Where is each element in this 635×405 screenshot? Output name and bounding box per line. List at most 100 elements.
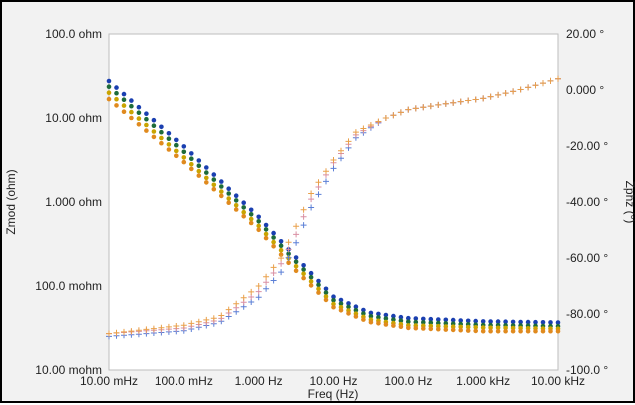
zmod-point xyxy=(465,328,471,333)
zmod-point xyxy=(428,316,434,322)
zmod-point xyxy=(548,320,553,325)
zmod-point xyxy=(293,255,299,260)
zmod-point xyxy=(204,165,209,170)
zmod-point xyxy=(346,311,351,316)
zmod-point xyxy=(271,230,276,236)
zmod-point xyxy=(278,239,284,244)
zmod-point xyxy=(226,191,231,196)
zmod-series-group xyxy=(106,78,561,334)
zmod-point xyxy=(263,235,269,241)
zmod-point xyxy=(353,304,359,310)
zmod-point xyxy=(436,326,441,332)
zmod-point xyxy=(473,328,479,334)
zphz-point xyxy=(173,323,180,329)
zphz-point xyxy=(412,105,419,112)
x-axis-label: Freq (Hz) xyxy=(308,387,359,401)
zmod-point xyxy=(346,304,351,310)
zmod-point xyxy=(458,324,464,330)
zmod-point xyxy=(308,279,314,284)
zmod-point xyxy=(211,177,217,182)
zphz-point xyxy=(480,95,487,102)
zmod-point xyxy=(518,319,523,325)
left-y-tick-labels: 100.0 ohm 10.00 ohm 1.000 ohm 100.0 mohm 10.… xyxy=(35,27,102,377)
zmod-point xyxy=(495,325,501,331)
zmod-point xyxy=(106,96,112,102)
zmod-point xyxy=(383,316,389,321)
right-y-axis-label: Zphz (°) xyxy=(623,181,635,224)
zmod-point xyxy=(144,122,149,128)
zmod-point xyxy=(323,290,329,295)
x-tick-label: 10.00 mHz xyxy=(80,374,138,388)
zmod-point xyxy=(196,173,202,178)
x-tick-labels: 10.00 mHz 100.0 mHz 1.000 Hz 10.00 Hz 100.0 … xyxy=(80,374,585,388)
zmod-point xyxy=(301,263,306,268)
zmod-point xyxy=(421,320,426,325)
zmod-point xyxy=(166,136,172,141)
zmod-point xyxy=(136,122,142,127)
zphz-point xyxy=(203,316,210,323)
plot-area xyxy=(108,33,559,371)
zmod-point xyxy=(301,267,306,272)
zmod-point xyxy=(525,328,531,334)
zphz-point xyxy=(278,269,285,276)
zmod-point xyxy=(316,282,321,288)
zmod-point xyxy=(495,328,501,334)
zphz-point xyxy=(180,322,187,329)
zphz-point xyxy=(255,288,262,295)
zmod-point xyxy=(189,166,194,172)
zmod-point xyxy=(316,290,321,295)
zmod-point xyxy=(421,326,426,331)
right-y-tick-label: 20.00 ° xyxy=(566,27,604,41)
zmod-point xyxy=(159,124,164,130)
zmod-point xyxy=(256,223,261,229)
zmod-point xyxy=(129,109,134,115)
zphz-point xyxy=(323,168,329,175)
zmod-point xyxy=(219,189,224,194)
zmod-point xyxy=(338,297,344,303)
zmod-point xyxy=(398,314,404,320)
zphz-point xyxy=(532,82,539,89)
zmod-point xyxy=(256,227,261,233)
zphz-point xyxy=(300,222,307,229)
zphz-point xyxy=(442,100,449,107)
zphz-point xyxy=(121,328,127,335)
right-y-tick-label: 0.000 ° xyxy=(566,83,604,97)
zmod-point xyxy=(151,117,157,123)
x-tick-label: 10.00 Hz xyxy=(309,374,357,388)
zphz-point xyxy=(263,285,270,292)
zphz-point xyxy=(300,206,307,213)
zmod-point xyxy=(301,275,306,281)
zphz-point xyxy=(495,91,502,98)
zmod-point xyxy=(391,323,396,328)
zmod-point xyxy=(346,301,351,306)
zmod-point xyxy=(196,158,202,163)
zphz-point xyxy=(293,231,300,238)
zphz-point xyxy=(248,288,255,295)
zmod-point xyxy=(533,328,538,334)
zmod-point xyxy=(480,319,486,324)
zmod-point xyxy=(361,307,366,313)
zphz-point xyxy=(300,213,307,220)
zphz-point xyxy=(405,106,412,113)
zmod-point xyxy=(166,131,172,136)
zphz-point xyxy=(555,75,561,82)
zmod-point xyxy=(458,327,464,333)
zphz-series-group xyxy=(106,75,561,340)
left-y-tick-label: 1.000 ohm xyxy=(45,195,102,209)
zmod-point xyxy=(181,155,187,160)
zmod-point xyxy=(271,244,276,249)
zmod-point xyxy=(286,251,291,257)
zmod-point xyxy=(376,315,381,320)
right-y-tick-label: -100.0 ° xyxy=(566,363,608,377)
zphz-point xyxy=(382,115,389,121)
zmod-point xyxy=(391,317,396,322)
zmod-point xyxy=(323,294,329,299)
zmod-point xyxy=(286,260,291,266)
zmod-point xyxy=(114,90,119,96)
zmod-point xyxy=(121,91,127,97)
x-tick-label: 100.0 Hz xyxy=(384,374,432,388)
zmod-point xyxy=(159,135,164,141)
zmod-point xyxy=(413,325,419,331)
